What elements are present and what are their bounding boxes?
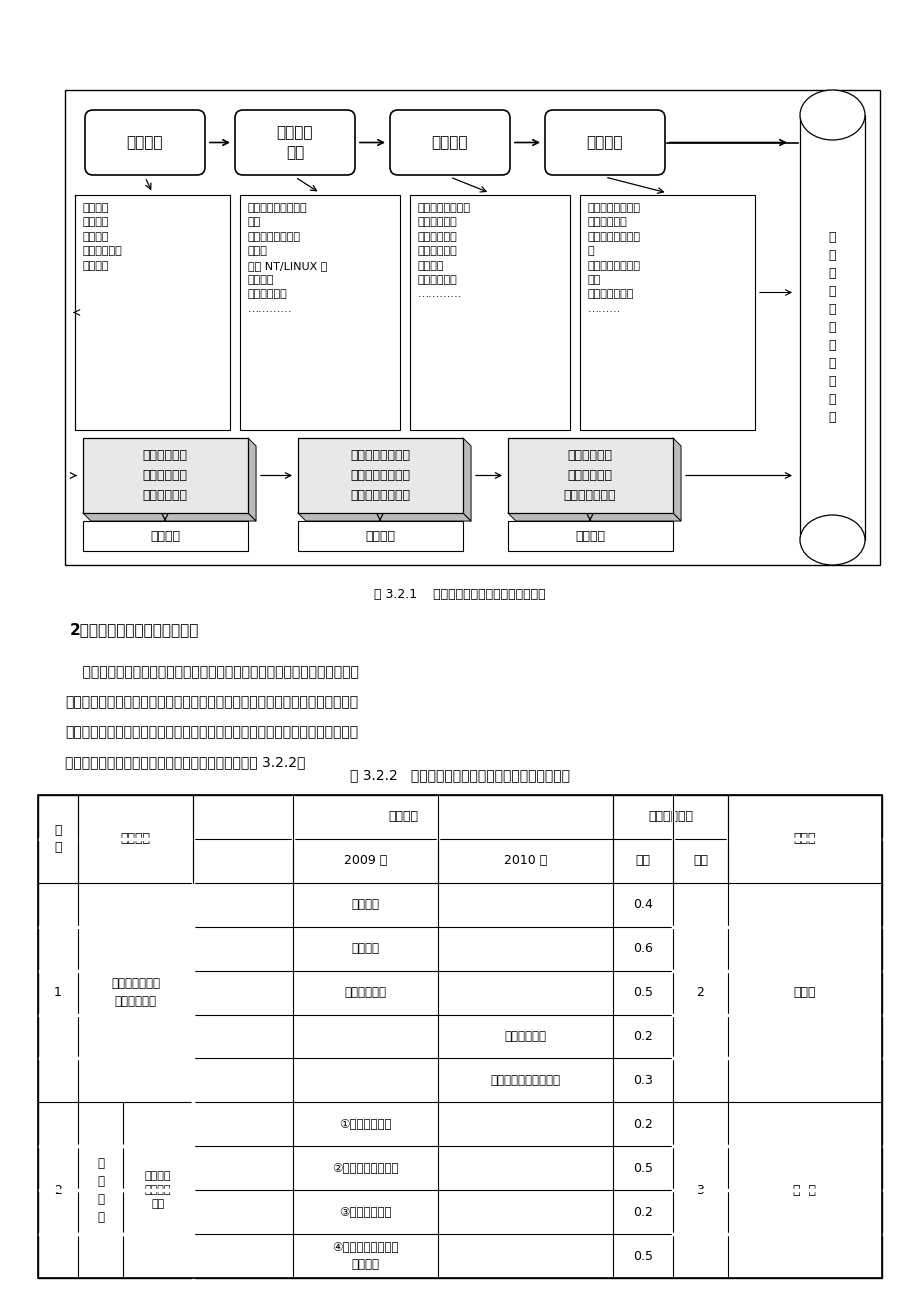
Text: 典型工作
任务: 典型工作 任务 (277, 125, 312, 160)
Text: 项目名称: 项目名称 (120, 832, 151, 845)
Text: 人才培养模式与
课程体系构建: 人才培养模式与 课程体系构建 (111, 976, 160, 1008)
Text: 2: 2 (54, 1184, 62, 1197)
Text: 2、建设工学结合优质核心课程: 2、建设工学结合优质核心课程 (70, 622, 199, 638)
Text: 交流沟通能力
团结合作意识
责任、安全意识: 交流沟通能力 团结合作意识 责任、安全意识 (563, 449, 616, 503)
Text: 2: 2 (696, 986, 704, 999)
Text: 计算机组装与维修
综合布线设计
网络设备配置与管
理
网络服务器配置与
管理
网站构建与开发
………: 计算机组装与维修 综合布线设计 网络设备配置与管 理 网络服务器配置与 管理 网… (587, 203, 641, 314)
Text: ④开发职业资格认证
试题平台: ④开发职业资格认证 试题平台 (332, 1241, 398, 1271)
Text: 网络组建
网络管理
网络应用
网络产品营销
自主创业: 网络组建 网络管理 网络应用 网络产品营销 自主创业 (83, 203, 122, 271)
Text: 毕业生跟踪调查与服务: 毕业生跟踪调查与服务 (490, 1074, 560, 1087)
Text: 分项: 分项 (635, 854, 650, 867)
Text: 试点班级管理: 试点班级管理 (504, 1030, 546, 1043)
Text: 计算机组装、维护
网络工程设计
网络设备配置
网络服务管理
网页设计
网站后台开发
…………: 计算机组装、维护 网络工程设计 网络设备配置 网络服务管理 网页设计 网站后台开… (417, 203, 471, 299)
Text: 0.5: 0.5 (632, 1250, 652, 1263)
Text: 图 3.2.1    计算机网络技术专业课程体系构建: 图 3.2.1 计算机网络技术专业课程体系构建 (374, 589, 545, 602)
Text: ①课程开发标准: ①课程开发标准 (339, 1118, 391, 1131)
Text: 建设内容: 建设内容 (388, 810, 417, 823)
Text: 教
学
内
容: 教 学 内 容 (96, 1156, 104, 1224)
Bar (410, 195, 570, 430)
Ellipse shape (800, 90, 864, 141)
Bar (91, 447, 255, 521)
Text: 行动领域: 行动领域 (431, 135, 468, 150)
Text: 0.2: 0.2 (632, 1118, 652, 1131)
FancyBboxPatch shape (234, 109, 355, 174)
Polygon shape (298, 513, 471, 521)
Text: 邢  丽: 邢 丽 (792, 1184, 816, 1197)
Ellipse shape (800, 516, 864, 565)
Bar (240, 195, 400, 430)
Bar (38, 796, 881, 1279)
FancyBboxPatch shape (85, 109, 205, 174)
Text: 试点班级管理: 试点班级管理 (344, 986, 386, 999)
Text: 设备配置与管理》课程建设成为院级精品课程。见表 3.2.2。: 设备配置与管理》课程建设成为院级精品课程。见表 3.2.2。 (65, 755, 305, 769)
Text: 社会能力: 社会能力 (574, 530, 605, 543)
Bar (298, 437, 462, 513)
Polygon shape (462, 437, 471, 521)
Text: 学习领域: 学习领域 (586, 135, 622, 150)
Text: 计
算
机
网
络
技
术
技
能
人
才: 计 算 机 网 络 技 术 技 能 人 才 (828, 230, 835, 424)
Polygon shape (83, 513, 255, 521)
FancyBboxPatch shape (390, 109, 509, 174)
Text: 表 3.2.2   课程体系与教学内容改革建设与资金分配表: 表 3.2.2 课程体系与教学内容改革建设与资金分配表 (349, 768, 570, 783)
Text: ②编写工学结合教材: ②编写工学结合教材 (332, 1161, 398, 1174)
Text: 组装维护计算机软、
硬件
配置调试交换机、
路由器
管理 NT/LINUX 网
络服务器
开发网站程序
…………: 组装维护计算机软、 硬件 配置调试交换机、 路由器 管理 NT/LINUX 网 … (248, 203, 327, 314)
Text: 网络工程组建能力
网络服务管理能力
网站开发应用能力: 网络工程组建能力 网络服务管理能力 网站开发应用能力 (349, 449, 410, 503)
Text: 开发课程标准、教学实施方案、教学课件、立体化教材、职业认证试题库、教学: 开发课程标准、教学实施方案、教学课件、立体化教材、职业认证试题库、教学 (65, 695, 357, 710)
Bar (65, 90, 879, 565)
Bar (38, 796, 881, 1279)
Text: ③开发教学课件: ③开发教学课件 (339, 1206, 391, 1219)
Bar (83, 521, 248, 551)
Bar (579, 195, 754, 430)
Text: 0.2: 0.2 (632, 1206, 652, 1219)
Text: 1: 1 (54, 986, 62, 999)
Text: 0.5: 0.5 (632, 986, 652, 999)
Text: 资源库等。将《网络服务器配置与管理》课程建设成为省级精品课程，将《网络: 资源库等。将《网络服务器配置与管理》课程建设成为省级精品课程，将《网络 (65, 725, 357, 740)
Text: 自主学习能力
分析问题能力
解决问题能力: 自主学习能力 分析问题能力 解决问题能力 (142, 449, 187, 503)
Bar (800, 115, 864, 540)
Text: 0.6: 0.6 (632, 943, 652, 956)
Bar (83, 437, 248, 513)
Text: 许洪军: 许洪军 (793, 986, 815, 999)
Text: 0.5: 0.5 (632, 1161, 652, 1174)
FancyBboxPatch shape (544, 109, 664, 174)
Text: 2010 年: 2010 年 (504, 854, 547, 867)
Text: 网络服务
器配置与
管理: 网络服务 器配置与 管理 (144, 1172, 171, 1210)
Text: 方法能力: 方法能力 (150, 530, 180, 543)
Bar (516, 447, 680, 521)
Text: 0.3: 0.3 (632, 1074, 652, 1087)
Text: 专业能力: 专业能力 (365, 530, 394, 543)
Text: 资金（万元）: 资金（万元） (647, 810, 692, 823)
Text: 2009 年: 2009 年 (344, 854, 387, 867)
Text: 社会调研: 社会调研 (351, 898, 380, 911)
Bar (507, 437, 673, 513)
Text: 职业岗位: 职业岗位 (127, 135, 163, 150)
Polygon shape (248, 437, 255, 521)
Text: 3: 3 (696, 1184, 704, 1197)
Bar (507, 521, 673, 551)
Polygon shape (673, 437, 680, 521)
Text: 以专业教师为主，由行业专家和企业工程师参与，组成课程建设团队，共同: 以专业教师为主，由行业专家和企业工程师参与，组成课程建设团队，共同 (65, 665, 358, 680)
Bar (75, 195, 230, 430)
Text: 小计: 小计 (692, 854, 708, 867)
Polygon shape (507, 513, 680, 521)
Text: 序
号: 序 号 (54, 824, 62, 854)
Text: 专家论证: 专家论证 (351, 943, 380, 956)
Text: 0.2: 0.2 (632, 1030, 652, 1043)
Bar (298, 521, 462, 551)
Text: 负责人: 负责人 (793, 832, 815, 845)
Bar (306, 447, 471, 521)
Text: 0.4: 0.4 (632, 898, 652, 911)
